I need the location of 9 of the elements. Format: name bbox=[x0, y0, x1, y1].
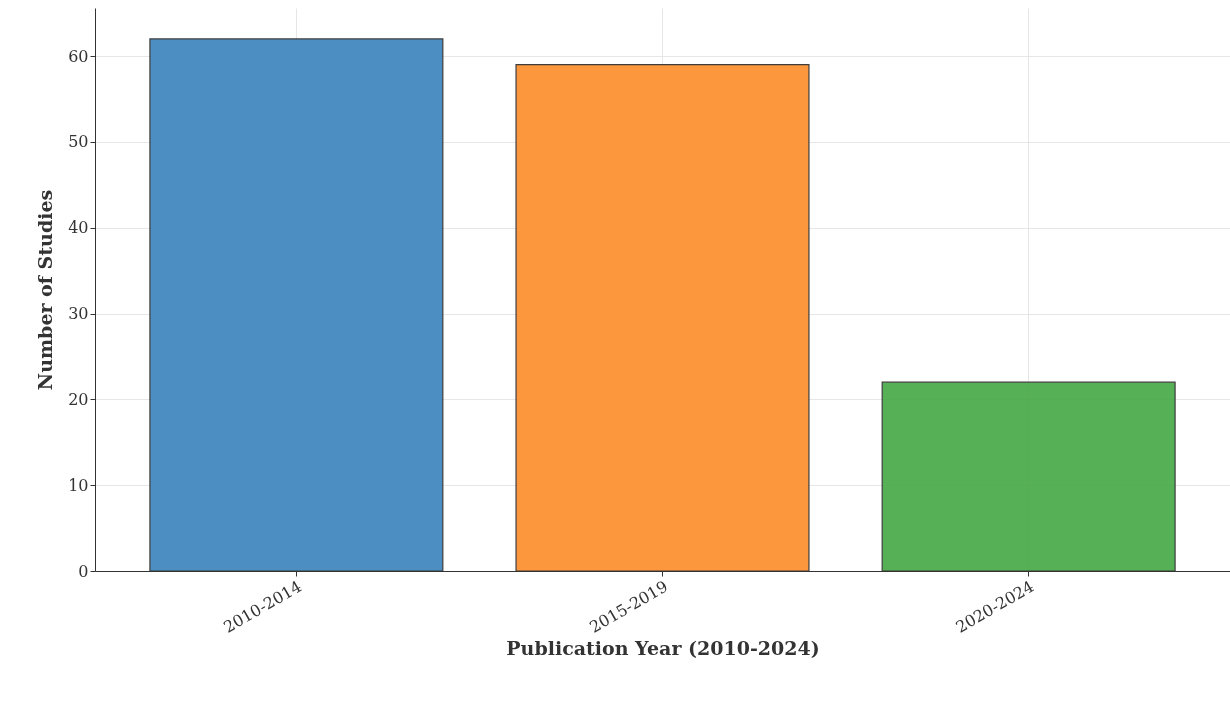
y-tick-label: 40 bbox=[68, 218, 89, 238]
y-tick-label: 30 bbox=[68, 304, 89, 324]
y-axis-title: Number of Studies bbox=[34, 189, 57, 391]
y-tick-label: 50 bbox=[68, 132, 89, 152]
y-tick-label: 60 bbox=[68, 46, 89, 66]
y-tick-label: 0 bbox=[78, 561, 89, 581]
y-tick-label: 20 bbox=[68, 389, 89, 409]
y-tick-label: 10 bbox=[68, 475, 89, 495]
x-axis-title: Publication Year (2010-2024) bbox=[506, 636, 820, 659]
